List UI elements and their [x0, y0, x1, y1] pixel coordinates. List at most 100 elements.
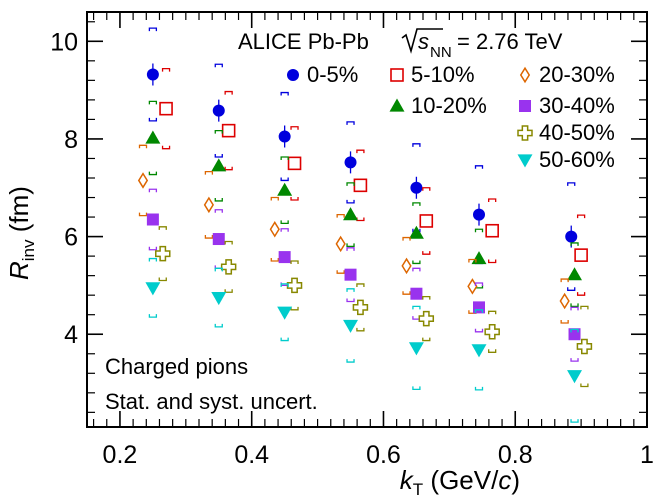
data-point [473, 301, 485, 314]
syst-bracket-upper [474, 282, 484, 286]
data-point [145, 130, 161, 144]
y-axis-title: Rinv (fm) [4, 186, 38, 280]
syst-bracket-upper [412, 267, 421, 272]
data-point [352, 299, 369, 316]
syst-bracket-upper [214, 209, 223, 213]
legend-label: 5-10% [411, 62, 475, 87]
syst-bracket-upper [204, 171, 214, 175]
data-point [212, 233, 225, 246]
data-point [410, 287, 423, 300]
syst-bracket-lower [214, 197, 223, 202]
data-point [471, 344, 487, 358]
series-30-40% [146, 188, 581, 362]
syst-bracket-upper [570, 306, 579, 311]
syst-bracket-lower [474, 328, 484, 333]
syst-bracket-upper [346, 121, 355, 125]
syst-bracket-upper [356, 283, 365, 287]
syst-bracket-lower [356, 327, 365, 332]
data-point [145, 282, 161, 296]
legend-marker [517, 125, 533, 141]
syst-bracket-lower [148, 246, 158, 251]
data-point [485, 223, 499, 238]
syst-bracket-lower [576, 292, 586, 296]
header-sqrt-s: s [418, 29, 429, 54]
syst-bracket-upper [214, 129, 223, 134]
syst-bracket-upper [570, 242, 579, 246]
data-point [567, 370, 583, 384]
syst-bracket-upper [148, 27, 158, 32]
syst-bracket-lower [346, 298, 355, 303]
syst-bracket-lower [280, 220, 289, 225]
x-axis-title-main: k [400, 465, 415, 495]
legend-marker [519, 100, 531, 112]
syst-bracket-lower [158, 277, 167, 282]
syst-bracket-upper [346, 247, 355, 251]
data-point [410, 181, 423, 194]
data-point [344, 268, 357, 281]
x-tick-label: 0.8 [498, 441, 533, 469]
syst-bracket-upper [161, 67, 171, 72]
data-point [418, 310, 435, 327]
syst-bracket-upper [468, 258, 477, 263]
syst-bracket-upper [214, 63, 223, 68]
data-point [278, 251, 291, 264]
header-energy: = 2.76 TeV [457, 29, 563, 54]
y-tick-label: 10 [50, 28, 78, 56]
x-axis-title-sub: T [413, 480, 423, 499]
syst-bracket-lower [214, 323, 223, 328]
data-point [343, 207, 359, 221]
data-point [353, 178, 368, 193]
data-point [343, 319, 359, 333]
legend-label: 20-30% [539, 62, 615, 87]
syst-bracket-lower [570, 419, 579, 423]
syst-bracket-lower [570, 358, 579, 362]
data-point [287, 156, 302, 171]
data-point [484, 324, 500, 340]
syst-bracket-lower [148, 117, 158, 122]
syst-bracket-upper [412, 202, 421, 206]
series-20-30% [137, 144, 570, 324]
series-40-50% [155, 226, 593, 388]
y-axis-title-sub: inv [19, 239, 38, 261]
syst-bracket-lower [402, 291, 411, 295]
data-point [278, 130, 291, 143]
series-5-10% [159, 67, 588, 296]
syst-bracket-lower [346, 243, 355, 248]
syst-bracket-upper [290, 126, 299, 130]
series-10-20% [145, 100, 583, 308]
syst-bracket-lower [336, 270, 345, 274]
syst-bracket-upper [474, 228, 484, 233]
x-tick-label: 0.6 [366, 441, 401, 469]
syst-bracket-upper [158, 226, 167, 230]
syst-bracket-lower [570, 303, 579, 308]
syst-bracket-upper [280, 228, 289, 232]
syst-bracket-upper [402, 236, 411, 241]
data-point [277, 306, 293, 320]
data-point [401, 257, 412, 275]
data-point [212, 104, 225, 117]
syst-bracket-upper [422, 295, 431, 300]
syst-bracket-upper [346, 288, 355, 292]
syst-bracket-lower [560, 320, 569, 324]
series-50-60% [145, 257, 583, 423]
legend-marker [519, 66, 531, 84]
x-axis-title-unit-c: c [498, 465, 511, 495]
annotation-uncertainties: Stat. and syst. uncert. [105, 389, 318, 414]
data-point [211, 292, 227, 306]
data-point [286, 277, 303, 294]
y-tick-label: 8 [64, 126, 78, 154]
syst-bracket-lower [138, 212, 148, 217]
syst-bracket-lower [290, 196, 299, 201]
syst-bracket-lower [356, 217, 365, 222]
syst-bracket-upper [214, 267, 223, 272]
legend-label: 10-20% [411, 93, 487, 118]
syst-bracket-lower [580, 383, 589, 388]
syst-bracket-upper [148, 100, 158, 105]
data-point [467, 278, 478, 295]
syst-bracket-lower [224, 166, 233, 171]
data-point [568, 328, 581, 341]
legend-marker [517, 154, 533, 168]
sqrt-sign [401, 28, 443, 54]
data-point [211, 158, 227, 172]
syst-bracket-upper [138, 144, 148, 149]
